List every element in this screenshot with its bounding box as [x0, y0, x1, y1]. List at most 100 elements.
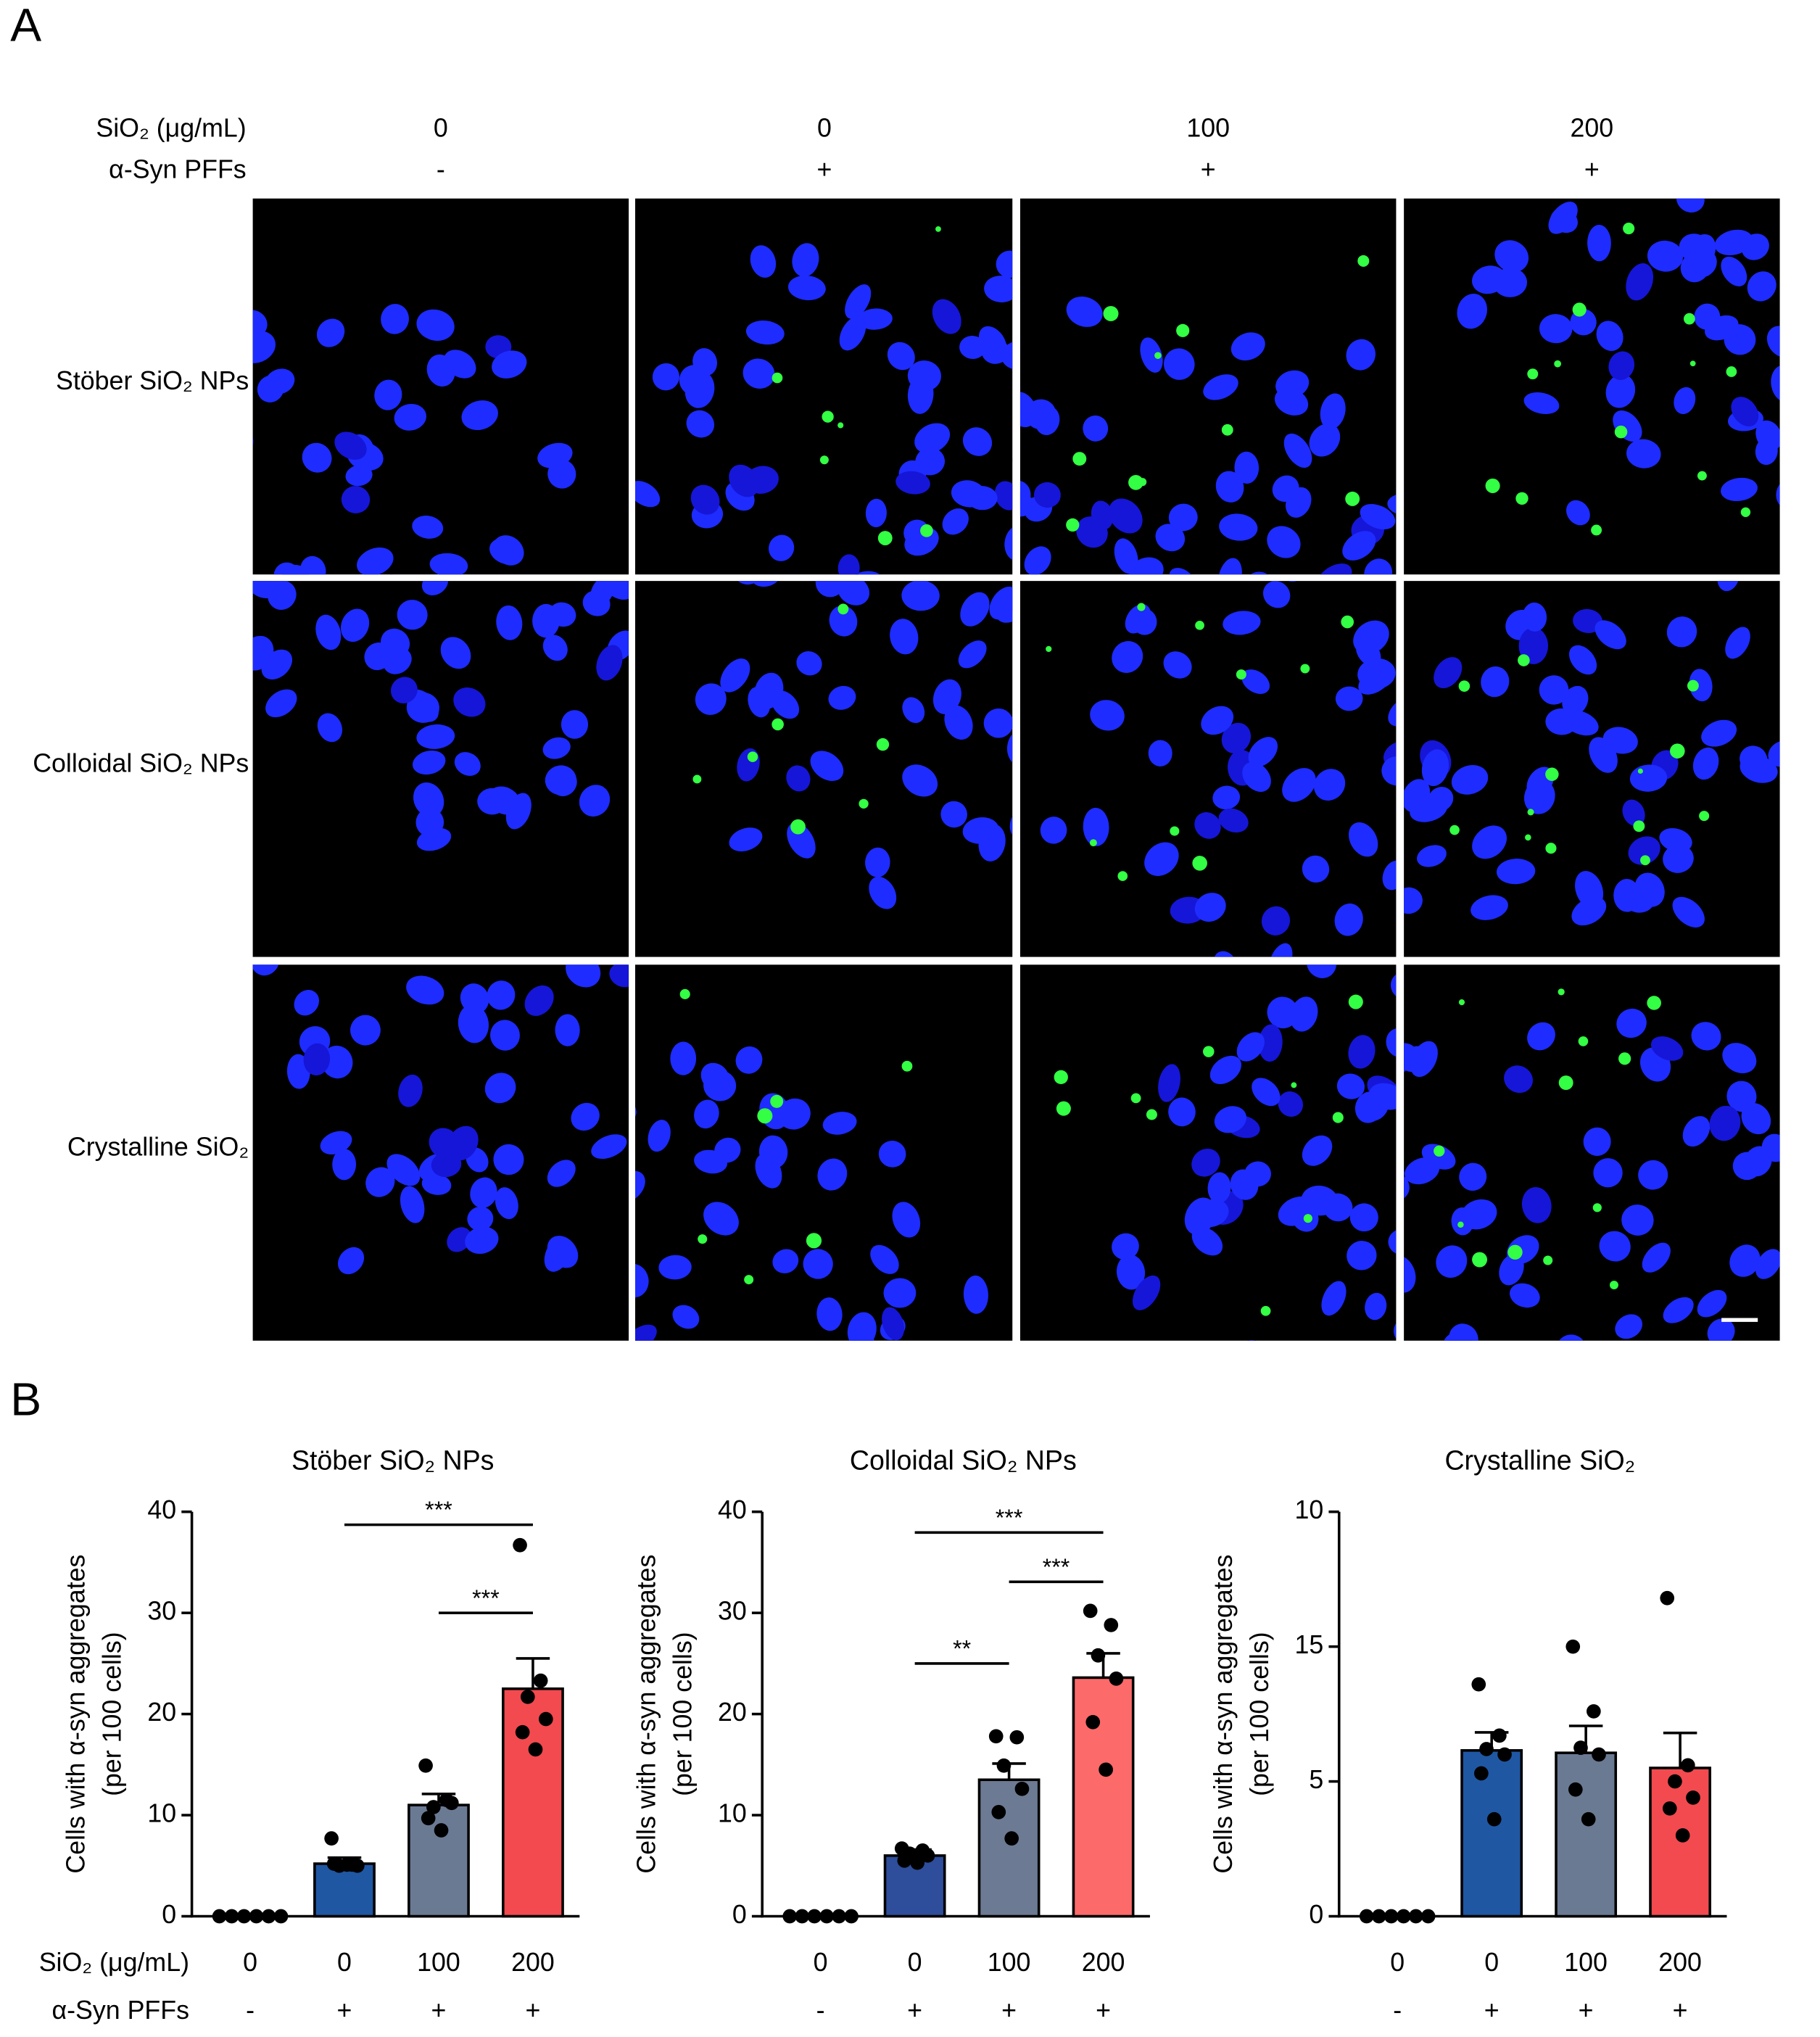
cells: [1457, 198, 1780, 536]
nucleus: [447, 1227, 472, 1252]
nucleus: [1471, 895, 1508, 920]
nucleus: [447, 1125, 479, 1161]
data-point: [418, 1758, 433, 1773]
significance-label: ***: [1043, 1554, 1070, 1580]
data-point: [996, 1758, 1012, 1773]
nucleus: [882, 1307, 904, 1341]
aggregate: [1128, 474, 1143, 490]
column-pffs: -: [437, 155, 445, 184]
column-sio2: 0: [817, 113, 832, 142]
nucleus: [1236, 1032, 1265, 1062]
nucleus: [944, 705, 973, 740]
x-tick-label: +: [1001, 1996, 1017, 2025]
nucleus: [907, 375, 934, 414]
nucleus: [1691, 1022, 1721, 1051]
x-tick-label: -: [816, 1996, 825, 2025]
data-point: [1492, 1728, 1507, 1743]
nucleus: [603, 581, 629, 600]
aggregate: [1591, 524, 1602, 536]
nucleus: [1024, 546, 1051, 575]
x-tick-label: +: [1096, 1996, 1111, 2025]
nucleus: [429, 553, 468, 575]
aggregate: [806, 1233, 822, 1249]
nucleus: [743, 358, 775, 389]
nucleus: [1388, 1228, 1397, 1255]
nucleus: [499, 1386, 537, 1424]
nucleus: [591, 1134, 627, 1160]
nucleus: [1083, 807, 1109, 846]
nucleus: [571, 1102, 600, 1131]
nucleus: [996, 250, 1013, 278]
data-point: [1099, 1762, 1113, 1777]
nucleus: [1521, 1186, 1552, 1223]
row-label: Colloidal SiO₂ NPs: [33, 748, 249, 777]
nucleus: [989, 586, 1013, 620]
data-point: [819, 1909, 834, 1924]
nucleus: [1755, 1249, 1780, 1279]
nucleus: [1214, 1106, 1247, 1133]
nucleus: [902, 764, 938, 797]
data-point: [1471, 1677, 1486, 1692]
aggregate: [1592, 1203, 1602, 1212]
nucleus: [1194, 893, 1226, 922]
nucleus: [963, 1275, 988, 1314]
nucleus: [1766, 326, 1780, 358]
nucleus: [1548, 202, 1578, 234]
micrograph: [499, 964, 1013, 1442]
nucleus: [829, 606, 858, 637]
x-tick-label: 0: [1390, 1948, 1405, 1977]
nucleus: [537, 442, 573, 468]
y-tick-label: 40: [147, 1495, 176, 1524]
nucleus: [1336, 1073, 1365, 1099]
aggregate: [1192, 856, 1207, 871]
nucleus: [1302, 1135, 1333, 1166]
chart-title: Stöber SiO₂ NPs: [291, 1445, 494, 1476]
nucleus: [1663, 844, 1694, 873]
nucleus: [1563, 710, 1599, 736]
nucleus: [1416, 845, 1447, 867]
nucleus: [1195, 1199, 1229, 1228]
data-point: [533, 1673, 548, 1688]
nucleus: [1647, 240, 1684, 272]
cells: [252, 304, 576, 575]
nucleus: [895, 471, 930, 495]
nucleus: [1707, 1318, 1735, 1341]
nucleus: [1321, 1281, 1347, 1316]
nucleus: [1717, 581, 1740, 592]
data-point: [844, 1909, 859, 1924]
nucleus: [334, 431, 367, 460]
nucleus: [1729, 1244, 1761, 1277]
nucleus: [1114, 538, 1138, 574]
data-point: [782, 1909, 798, 1924]
nucleus: [1004, 525, 1013, 561]
nucleus: [1035, 405, 1060, 436]
nucleus: [1726, 1081, 1757, 1112]
nucleus: [962, 817, 999, 844]
nucleus: [1679, 234, 1710, 262]
nucleus: [1272, 475, 1299, 503]
nucleus: [412, 516, 444, 539]
nucleus: [1353, 620, 1389, 655]
aggregate: [1117, 871, 1128, 881]
nucleus: [1616, 1008, 1647, 1038]
nucleus: [1364, 558, 1393, 575]
data-point: [236, 1909, 252, 1924]
nucleus: [700, 1062, 729, 1091]
aggregate: [1572, 302, 1587, 317]
aggregate: [790, 819, 806, 835]
row-label: Crystalline SiO₂: [67, 1133, 249, 1162]
nucleus: [684, 1408, 720, 1442]
nucleus: [839, 315, 866, 351]
nucleus: [1360, 504, 1396, 530]
nucleus: [1289, 996, 1318, 1032]
error-bar: [1663, 1731, 1697, 1768]
aggregate: [1689, 360, 1696, 367]
nucleus: [1722, 1043, 1757, 1074]
nucleus: [1628, 836, 1660, 865]
nucleus: [303, 1043, 331, 1075]
nucleus: [532, 603, 560, 638]
nucleus: [845, 284, 872, 319]
data-point: [1660, 1590, 1675, 1606]
x-tick-label: +: [1579, 1996, 1594, 2025]
aggregate: [1130, 1093, 1141, 1104]
